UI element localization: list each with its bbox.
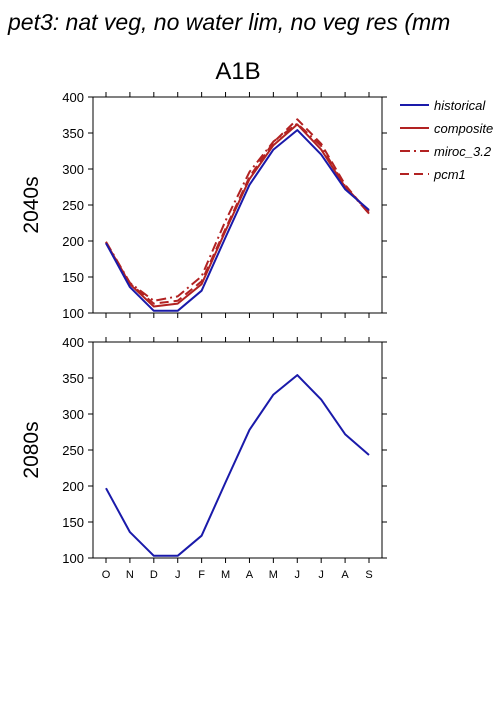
y-tick-label: 400	[62, 335, 84, 350]
x-tick-label: S	[365, 569, 372, 581]
y-tick-label: 250	[62, 443, 84, 458]
x-tick-label: N	[126, 569, 134, 581]
row-label: 2040s	[20, 176, 43, 233]
x-tick-label: J	[175, 569, 181, 581]
y-tick-label: 150	[62, 270, 84, 285]
panels: 100 150 200 250 300 350 400 2040s 100 150 200 250 30…	[20, 90, 387, 581]
y-tick-label: 350	[62, 126, 84, 141]
y-tick-label: 400	[62, 90, 84, 105]
panel-2080s: 100 150 200 250 300 350 400 O N D J F M A M J J A S 2080s	[20, 335, 387, 581]
legend-label-miroc_3.2: miroc_3.2	[434, 144, 492, 159]
x-tick-label: M	[221, 569, 230, 581]
x-tick-label: A	[246, 569, 254, 581]
legend-label-historical: historical	[434, 98, 486, 113]
y-tick-label: 200	[62, 234, 84, 249]
series-line-historical	[105, 129, 370, 312]
y-tick-label: 300	[62, 162, 84, 177]
y-tick-label: 100	[62, 551, 84, 566]
x-tick-label: J	[295, 569, 301, 581]
panel-2040s: 100 150 200 250 300 350 400 2040s	[20, 90, 387, 321]
scenario-label: A1B	[215, 58, 260, 85]
y-tick-label: 200	[62, 479, 84, 494]
series-line-pcm1	[105, 118, 370, 305]
plot-frame	[92, 341, 383, 559]
x-tick-label: D	[150, 569, 158, 581]
y-tick-label: 350	[62, 371, 84, 386]
legend-label-composite: composite	[434, 121, 493, 136]
y-tick-label: 250	[62, 198, 84, 213]
series-line-historical	[105, 374, 370, 557]
x-tick-label: J	[318, 569, 324, 581]
series-line-miroc_3.2	[105, 122, 370, 302]
series-line-composite	[105, 123, 370, 308]
y-tick-label: 150	[62, 515, 84, 530]
y-tick-label: 300	[62, 407, 84, 422]
x-tick-label: F	[198, 569, 205, 581]
chart-title: pet3: nat veg, no water lim, no veg res …	[7, 9, 450, 35]
x-tick-label: O	[102, 569, 111, 581]
row-label: 2080s	[20, 421, 43, 478]
legend: historical composite miroc_3.2 pcm1	[400, 98, 493, 182]
x-tick-label: M	[269, 569, 278, 581]
y-tick-label: 100	[62, 306, 84, 321]
x-tick-label: A	[341, 569, 349, 581]
legend-label-pcm1: pcm1	[433, 167, 466, 182]
